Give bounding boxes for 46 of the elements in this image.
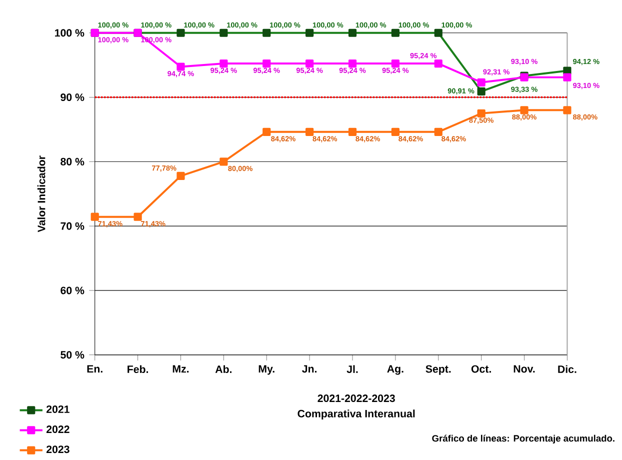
text: 2021-2022-2023 [318, 394, 395, 402]
point [563, 73, 572, 82]
point [306, 60, 314, 68]
point [477, 109, 486, 118]
x-tick-label: Ab. [215, 365, 232, 374]
legend-label: 2022 [46, 426, 70, 434]
x-tick-label: Feb. [128, 365, 148, 374]
x-tick-label: Mz. [172, 365, 189, 373]
point [477, 78, 486, 86]
point [262, 128, 271, 136]
y-tick-label: 50 % [60, 351, 84, 359]
y-tick-label: 90 % [60, 94, 84, 102]
point [176, 172, 185, 180]
point [306, 128, 314, 136]
legend-label: 2023 [46, 446, 70, 454]
point [176, 62, 185, 71]
legend-label: 2021 [46, 406, 70, 414]
x-tick-label: Jn. [302, 365, 317, 373]
y-tick-label: 70 % [60, 222, 84, 230]
x-tick-label: Nov. [514, 365, 535, 373]
y-tick-label: 100 % [55, 29, 84, 37]
point [563, 106, 572, 114]
point [520, 106, 528, 114]
point [90, 212, 99, 221]
y-tick-label: 60 % [60, 286, 84, 294]
x-tick-label: Oct. [471, 365, 491, 373]
x-tick-label: My. [258, 365, 274, 375]
point [348, 128, 357, 136]
y-axis-title: Valor Indicador [37, 156, 46, 232]
text: Comparativa Interanual [298, 410, 415, 420]
point [134, 212, 142, 221]
point [220, 158, 228, 166]
point [391, 60, 400, 68]
x-tick-label: Jl. [346, 365, 358, 374]
x-tick-label: Ag. [387, 365, 404, 375]
point [220, 60, 228, 68]
text: Gráfico de líneas: Porcentaje acumulado. [432, 434, 614, 444]
point [434, 60, 442, 68]
point [434, 128, 442, 136]
x-tick-label: Dic. [558, 365, 576, 374]
point [348, 60, 357, 68]
point [262, 60, 271, 68]
x-tick-label: Sept. [426, 365, 451, 375]
y-tick-label: 80 % [60, 158, 84, 166]
point [391, 128, 400, 136]
x-tick-label: En. [87, 365, 102, 373]
